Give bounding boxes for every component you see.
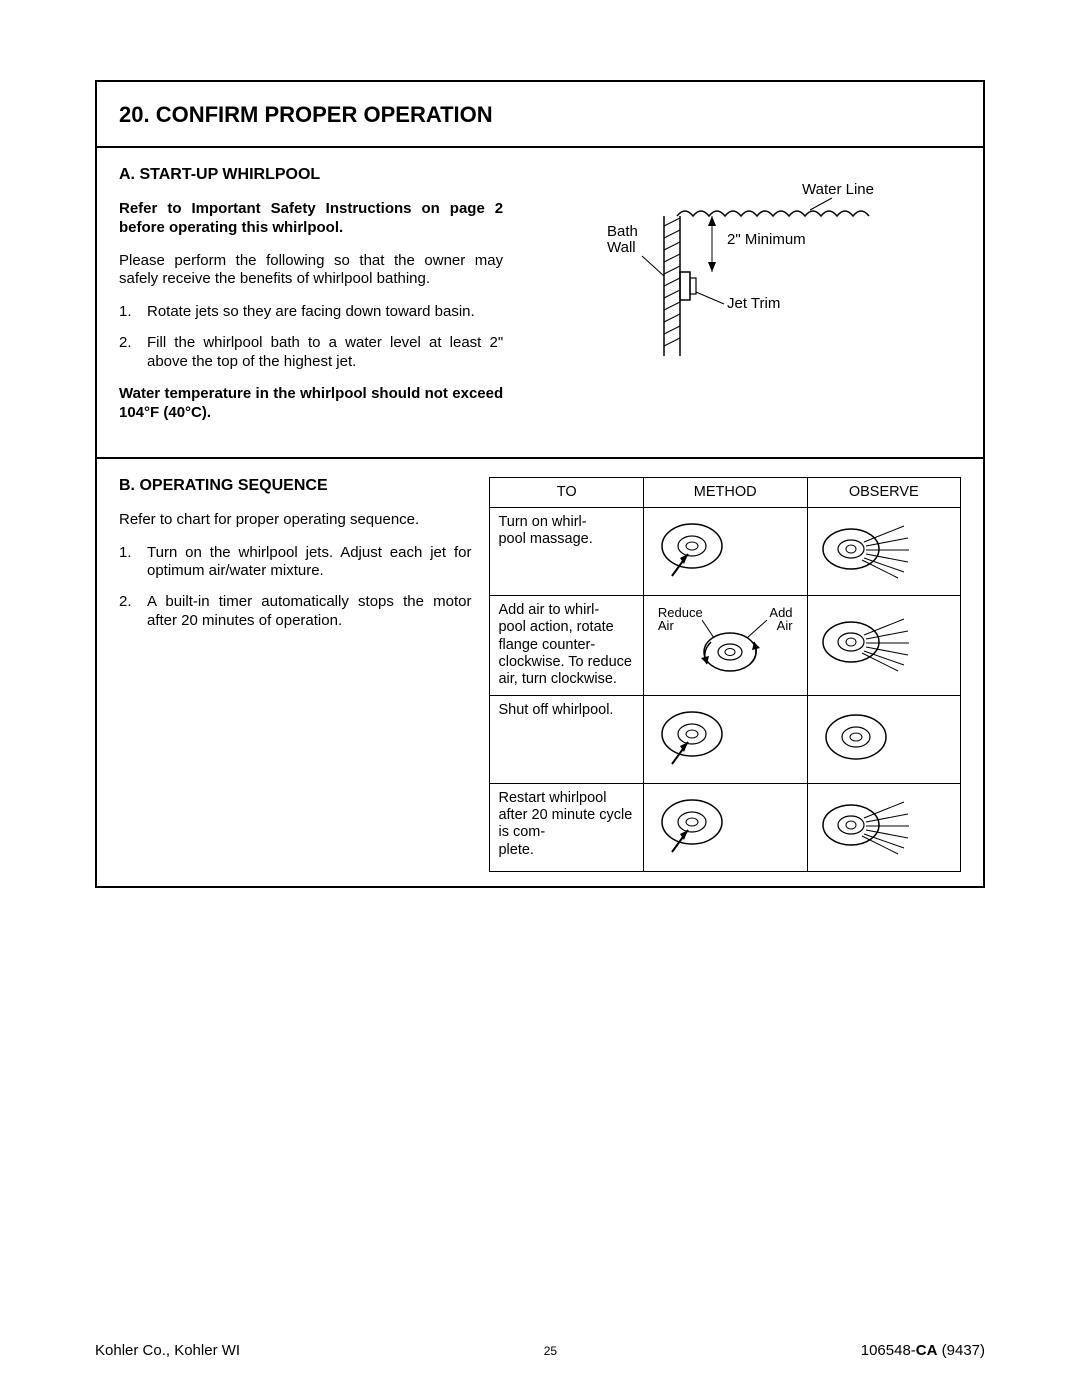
jet-spray-icon <box>816 602 911 682</box>
section-a-diagram: Water Line <box>523 166 961 437</box>
to-cell-2: Add air to whirl-pool action, rotate fla… <box>490 595 643 695</box>
label-bathwall-2: Wall <box>607 239 636 256</box>
seq-item-1: Turn on the whirlpool jets. Adjust each … <box>119 544 471 582</box>
section-a-heading: A. START-UP WHIRLPOOL <box>119 166 503 184</box>
table-row: Turn on whirl-pool massage. <box>490 507 961 595</box>
th-method: METHOD <box>643 477 807 507</box>
startup-item-1: Rotate jets so they are facing down towa… <box>119 303 503 322</box>
method-cell-3 <box>643 695 807 783</box>
section-title: 20. CONFIRM PROPER OPERATION <box>97 82 983 146</box>
th-observe: OBSERVE <box>807 477 960 507</box>
jet-rotate-icon <box>652 602 802 682</box>
document-frame: 20. CONFIRM PROPER OPERATION A. START-UP… <box>95 80 985 888</box>
to-cell-3: Shut off whirlpool. <box>490 695 643 783</box>
method-cell-2: ReduceAir AddAir <box>643 595 807 695</box>
temp-warning: Water temperature in the whirlpool shoul… <box>119 385 503 423</box>
section-a-text: A. START-UP WHIRLPOOL Refer to Important… <box>119 166 523 437</box>
table-row: Shut off whirlpool. <box>490 695 961 783</box>
safety-ref: Refer to Important Safety Instructions o… <box>119 200 503 238</box>
observe-cell-3 <box>807 695 960 783</box>
label-minimum: 2" Minimum <box>727 231 806 248</box>
seq-intro: Refer to chart for proper operating sequ… <box>119 511 471 530</box>
waterline-diagram: Water Line <box>572 176 932 376</box>
jet-spray-icon <box>816 514 911 584</box>
table-row: Restart whirlpool after 20 minute cycle … <box>490 783 961 871</box>
operating-table: TO METHOD OBSERVE Turn on whirl-pool mas… <box>489 477 961 872</box>
to-cell-4: Restart whirlpool after 20 minute cycle … <box>490 783 643 871</box>
footer-company: Kohler Co., Kohler WI <box>95 1342 240 1359</box>
table-row: Add air to whirl-pool action, rotate fla… <box>490 595 961 695</box>
table-header-row: TO METHOD OBSERVE <box>490 477 961 507</box>
footer-docnum: 106548-CA (9437) <box>861 1342 985 1359</box>
label-waterline: Water Line <box>802 181 874 198</box>
method-cell-1 <box>643 507 807 595</box>
section-b-heading: B. OPERATING SEQUENCE <box>119 477 471 495</box>
label-jettrim: Jet Trim <box>727 295 780 312</box>
jet-button-icon <box>652 790 732 860</box>
label-bathwall-1: Bath <box>607 223 638 240</box>
method-cell-4 <box>643 783 807 871</box>
jet-spray-icon <box>816 790 911 860</box>
footer-page: 25 <box>544 1344 557 1358</box>
observe-cell-2 <box>807 595 960 695</box>
seq-item-2: A built-in timer automatically stops the… <box>119 593 471 631</box>
section-b-table: TO METHOD OBSERVE Turn on whirl-pool mas… <box>489 477 961 872</box>
observe-cell-1 <box>807 507 960 595</box>
section-b-text: B. OPERATING SEQUENCE Refer to chart for… <box>119 477 489 872</box>
section-a: A. START-UP WHIRLPOOL Refer to Important… <box>97 148 983 457</box>
jet-off-icon <box>816 702 896 772</box>
startup-item-2: Fill the whirlpool bath to a water level… <box>119 334 503 372</box>
to-cell-1: Turn on whirl-pool massage. <box>490 507 643 595</box>
jet-button-icon <box>652 702 732 772</box>
page-footer: Kohler Co., Kohler WI 25 106548-CA (9437… <box>95 1342 985 1359</box>
th-to: TO <box>490 477 643 507</box>
section-b: B. OPERATING SEQUENCE Refer to chart for… <box>97 459 983 886</box>
jet-button-icon <box>652 514 732 584</box>
seq-list: Turn on the whirlpool jets. Adjust each … <box>119 544 471 631</box>
observe-cell-4 <box>807 783 960 871</box>
startup-list: Rotate jets so they are facing down towa… <box>119 303 503 371</box>
intro-para: Please perform the following so that the… <box>119 252 503 290</box>
